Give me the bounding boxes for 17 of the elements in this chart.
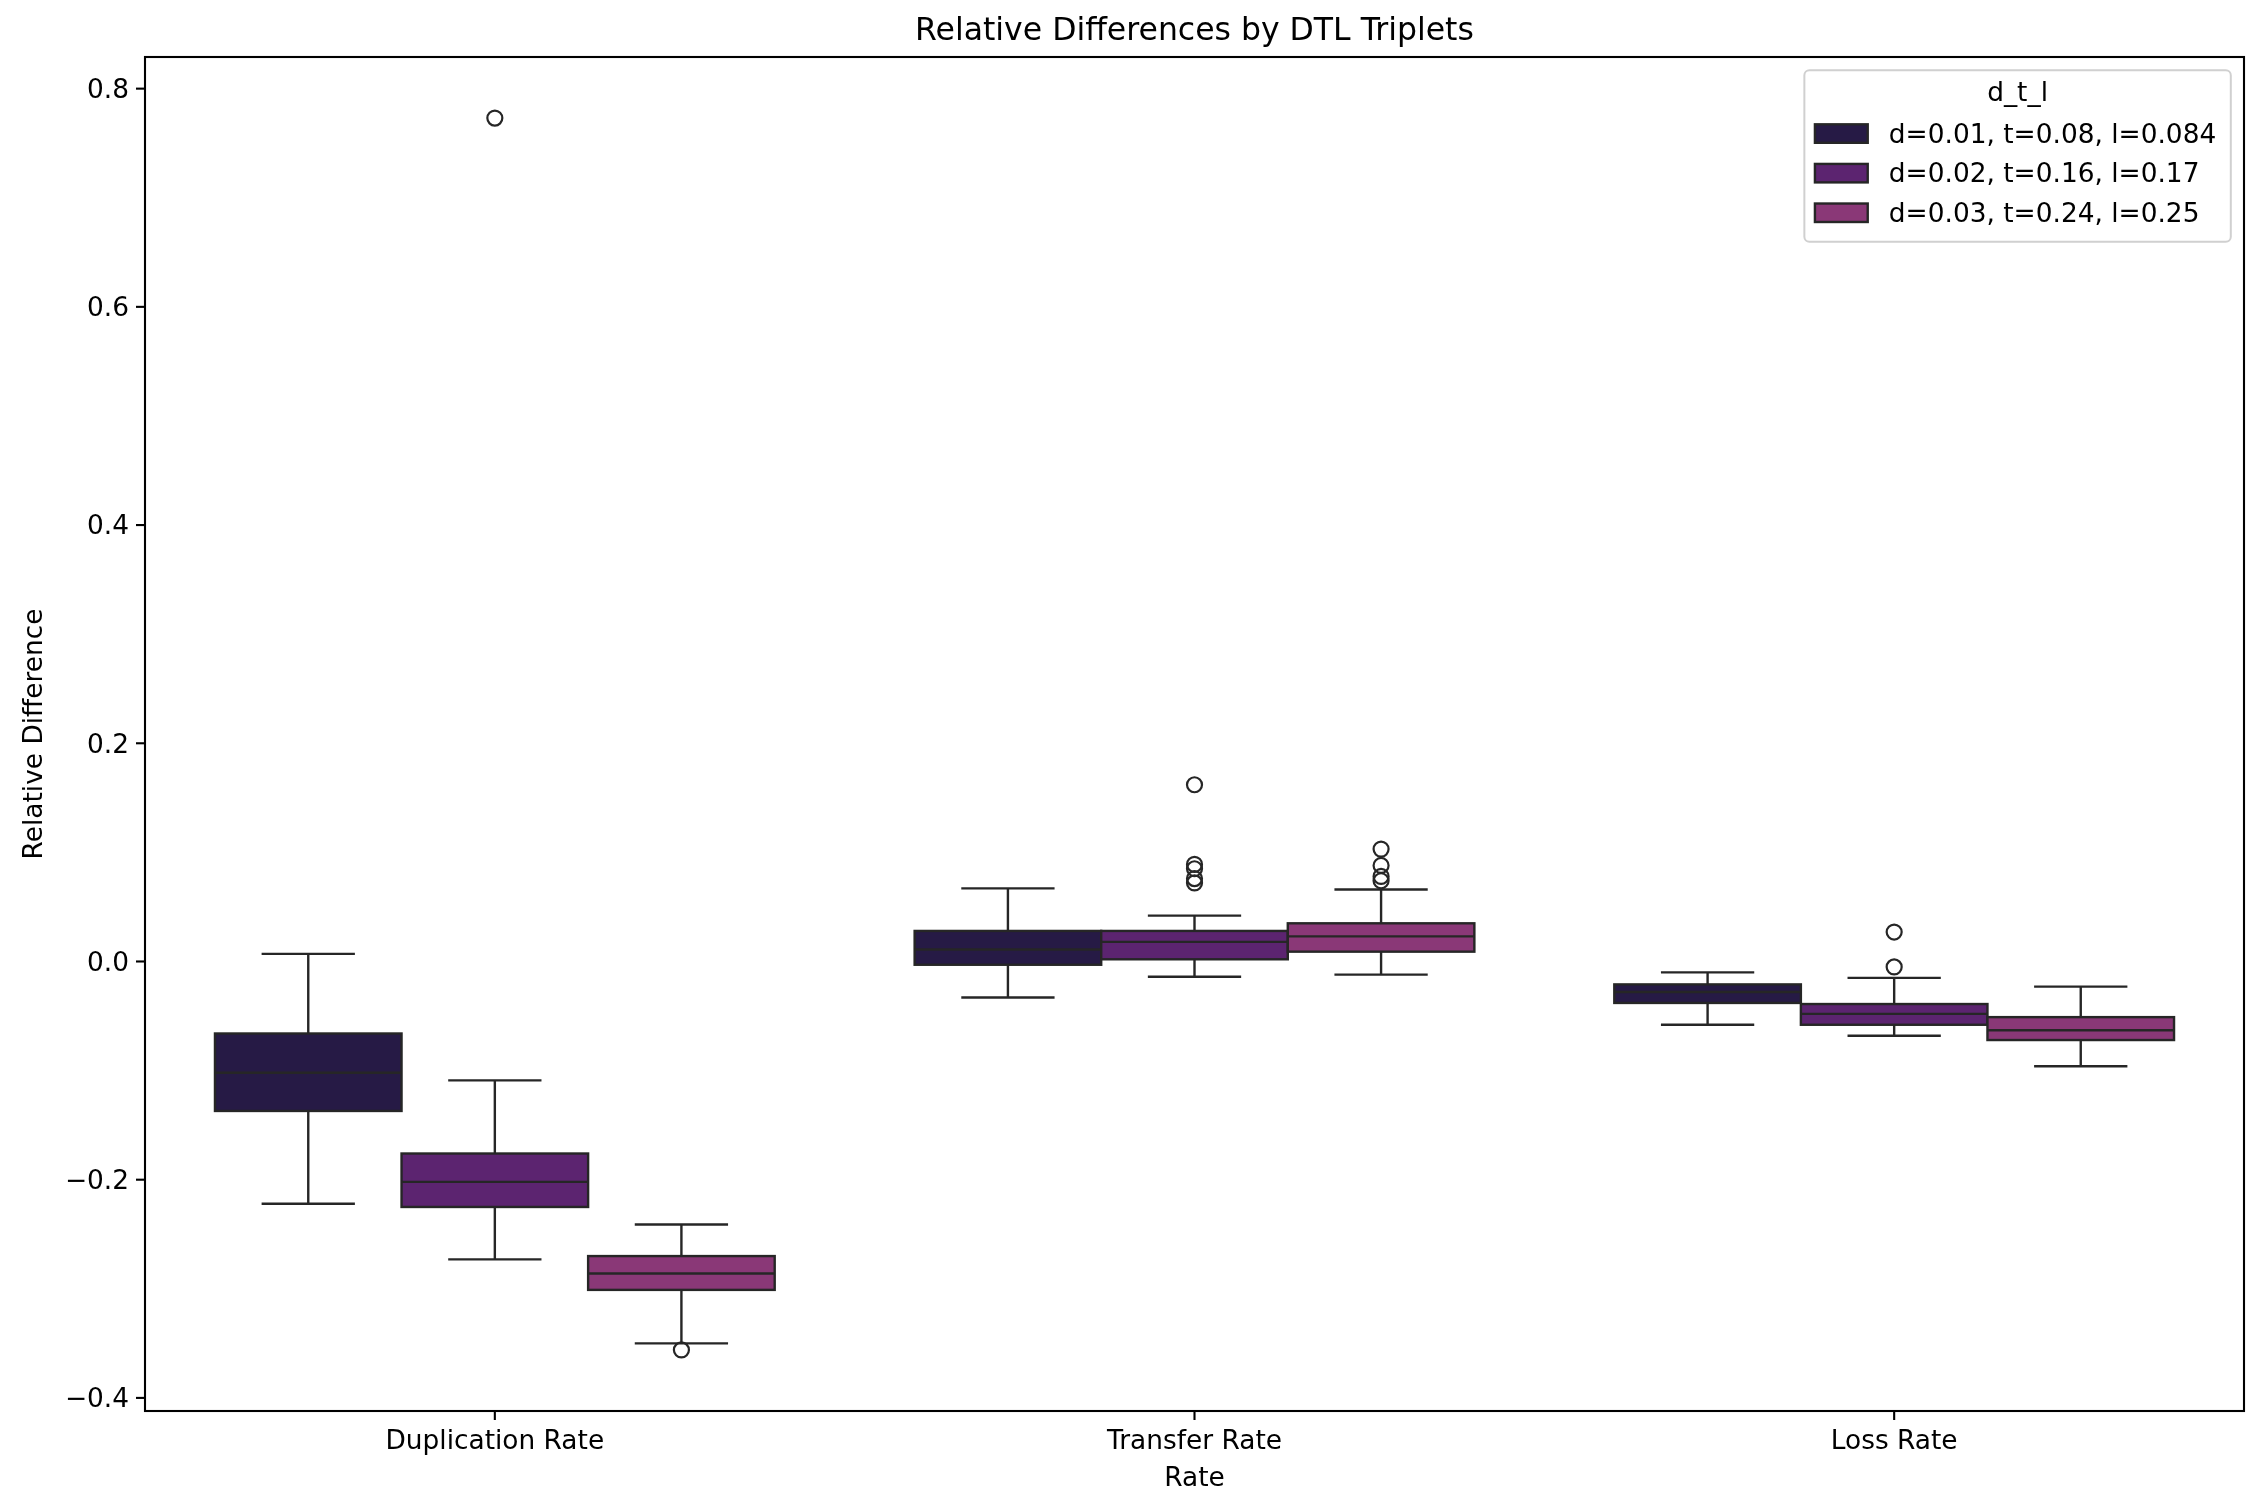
y-tick-label: 0.0: [87, 945, 129, 977]
x-tick-label: Loss Rate: [1830, 1424, 1958, 1456]
legend-label: d=0.02, t=0.16, l=0.17: [1888, 157, 2200, 189]
legend-label: d=0.03, t=0.24, l=0.25: [1888, 197, 2200, 228]
chart-title: Relative Differences by DTL Triplets: [915, 11, 1474, 48]
y-tick-label: −0.4: [64, 1382, 129, 1414]
x-tick-label: Duplication Rate: [385, 1424, 605, 1456]
y-axis-title: Relative Difference: [17, 608, 49, 860]
y-tick-label: 0.2: [87, 727, 129, 759]
legend-label: d=0.01, t=0.08, l=0.084: [1888, 117, 2217, 149]
y-tick-label: 0.8: [87, 72, 129, 104]
y-tick-label: −0.2: [64, 1163, 129, 1195]
y-tick-label: 0.6: [87, 291, 129, 323]
legend-title: d_t_l: [1987, 75, 2048, 107]
x-tick-label: Transfer Rate: [1105, 1424, 1283, 1456]
y-tick-label: 0.4: [87, 509, 129, 541]
x-axis-title: Rate: [1164, 1461, 1225, 1493]
